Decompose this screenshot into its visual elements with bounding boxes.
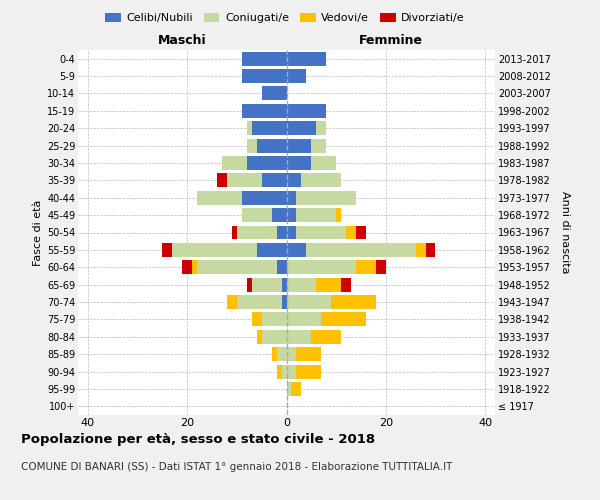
Bar <box>281 278 287 291</box>
Bar <box>197 260 277 274</box>
Bar <box>247 278 252 291</box>
Bar <box>237 295 281 309</box>
Bar <box>416 243 425 257</box>
Bar <box>296 191 356 204</box>
Bar <box>222 156 247 170</box>
Bar <box>247 122 252 135</box>
Bar <box>311 156 336 170</box>
Text: Popolazione per età, sesso e stato civile - 2018: Popolazione per età, sesso e stato civil… <box>21 432 375 446</box>
Bar <box>311 330 341 344</box>
Bar <box>287 295 331 309</box>
Bar <box>287 278 316 291</box>
Bar <box>277 226 287 239</box>
Bar <box>247 138 257 152</box>
Bar <box>163 243 172 257</box>
Bar <box>281 364 287 378</box>
Bar <box>287 122 316 135</box>
Bar <box>277 260 287 274</box>
Bar <box>376 260 386 274</box>
Bar <box>287 138 311 152</box>
Bar <box>242 208 272 222</box>
Bar <box>287 382 292 396</box>
Bar <box>172 243 257 257</box>
Bar <box>257 243 287 257</box>
Bar <box>287 208 296 222</box>
Bar <box>182 260 192 274</box>
Bar <box>287 174 301 188</box>
Text: Maschi: Maschi <box>158 34 206 46</box>
Bar <box>287 330 311 344</box>
Bar <box>346 226 356 239</box>
Bar <box>237 226 277 239</box>
Bar <box>336 208 341 222</box>
Bar <box>292 382 301 396</box>
Bar <box>247 156 287 170</box>
Legend: Celibi/Nubili, Coniugati/e, Vedovi/e, Divorziati/e: Celibi/Nubili, Coniugati/e, Vedovi/e, Di… <box>101 8 469 28</box>
Bar <box>262 174 287 188</box>
Bar <box>356 260 376 274</box>
Bar <box>287 69 307 83</box>
Bar <box>197 191 242 204</box>
Bar <box>301 174 341 188</box>
Bar <box>287 52 326 66</box>
Bar <box>296 364 321 378</box>
Bar <box>287 347 296 361</box>
Bar <box>341 278 351 291</box>
Y-axis label: Anni di nascita: Anni di nascita <box>560 191 570 274</box>
Bar <box>272 347 277 361</box>
Bar <box>287 312 321 326</box>
Bar <box>287 260 356 274</box>
Bar <box>287 104 326 118</box>
Bar <box>242 52 287 66</box>
Bar <box>281 295 287 309</box>
Bar <box>316 278 341 291</box>
Bar <box>227 295 237 309</box>
Bar <box>262 330 287 344</box>
Bar <box>257 330 262 344</box>
Bar <box>242 104 287 118</box>
Bar <box>425 243 436 257</box>
Y-axis label: Fasce di età: Fasce di età <box>32 200 43 266</box>
Bar <box>227 174 262 188</box>
Bar <box>277 347 287 361</box>
Text: COMUNE DI BANARI (SS) - Dati ISTAT 1° gennaio 2018 - Elaborazione TUTTITALIA.IT: COMUNE DI BANARI (SS) - Dati ISTAT 1° ge… <box>21 462 452 472</box>
Bar <box>252 312 262 326</box>
Bar <box>321 312 366 326</box>
Bar <box>232 226 237 239</box>
Bar <box>287 191 296 204</box>
Bar <box>277 364 281 378</box>
Bar <box>316 122 326 135</box>
Bar <box>287 243 307 257</box>
Bar <box>287 156 311 170</box>
Bar <box>262 312 287 326</box>
Text: Femmine: Femmine <box>359 34 423 46</box>
Bar <box>296 226 346 239</box>
Bar <box>331 295 376 309</box>
Bar <box>272 208 287 222</box>
Bar <box>307 243 416 257</box>
Bar <box>311 138 326 152</box>
Bar <box>242 69 287 83</box>
Bar <box>192 260 197 274</box>
Bar <box>252 278 281 291</box>
Bar <box>296 208 336 222</box>
Bar <box>287 226 296 239</box>
Bar <box>242 191 287 204</box>
Bar <box>296 347 321 361</box>
Bar <box>217 174 227 188</box>
Bar <box>356 226 366 239</box>
Bar <box>252 122 287 135</box>
Bar <box>287 364 296 378</box>
Bar <box>262 86 287 101</box>
Bar <box>257 138 287 152</box>
